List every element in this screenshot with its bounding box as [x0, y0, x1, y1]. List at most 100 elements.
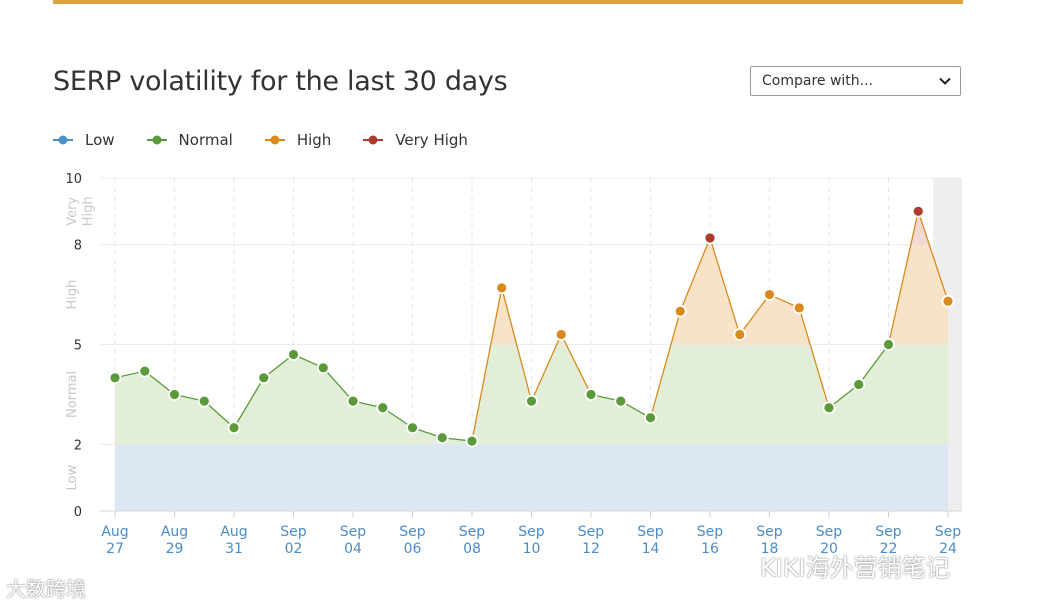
data-point: [763, 288, 776, 301]
data-point: [614, 394, 628, 408]
y-tick-label: 0: [74, 505, 82, 520]
data-point: [376, 401, 390, 415]
y-tick-label: 5: [74, 339, 82, 354]
data-point: [287, 348, 300, 361]
page-title: SERP volatility for the last 30 days: [53, 66, 508, 97]
x-tick-day: 04: [344, 541, 362, 557]
data-point: [733, 328, 747, 341]
x-tick-day: 31: [225, 541, 243, 557]
y-tick-label: 10: [65, 172, 82, 187]
x-tick-month: Sep: [756, 524, 783, 540]
x-tick-day: 14: [642, 541, 660, 557]
x-tick-day: 24: [939, 541, 957, 557]
chevron-down-icon: [939, 77, 951, 85]
data-point: [792, 301, 806, 315]
data-point: [197, 394, 211, 408]
x-tick-month: Sep: [280, 524, 307, 540]
x-tick-day: 02: [285, 541, 303, 557]
zone-label-very-high: High: [81, 196, 96, 226]
legend-label: Low: [85, 131, 115, 149]
x-tick-day: 06: [404, 541, 422, 557]
x-tick-month: Sep: [637, 524, 664, 540]
legend-label: Normal: [178, 131, 233, 149]
x-tick-day: 27: [106, 541, 124, 557]
legend-marker-icon: [146, 135, 167, 145]
data-point: [435, 431, 449, 445]
x-tick-month: Aug: [101, 524, 128, 540]
x-tick-month: Sep: [518, 524, 545, 540]
legend-marker-icon: [363, 135, 384, 145]
x-tick-day: 20: [820, 541, 838, 557]
legend-marker-icon: [53, 135, 73, 145]
data-point: [822, 401, 836, 415]
zone-label-high: High: [65, 280, 80, 310]
zone-fill-low: [115, 444, 948, 511]
watermark-right: KIKI海外营销笔记: [760, 554, 950, 582]
y-tick-label: 2: [74, 438, 82, 453]
legend-item-normal[interactable]: Normal: [146, 131, 233, 149]
zone-label-very-high: Very: [65, 197, 80, 226]
series-line-segment: [471, 287, 503, 442]
x-tick-month: Aug: [161, 524, 188, 540]
data-point: [138, 364, 152, 378]
legend-label: High: [296, 131, 332, 149]
x-tick-day: 18: [761, 541, 779, 557]
x-tick-month: Sep: [459, 524, 486, 540]
x-tick-day: 16: [701, 541, 719, 557]
series-line-segment: [858, 344, 890, 385]
x-tick-day: 29: [166, 541, 184, 557]
data-point: [644, 411, 657, 425]
x-tick-day: 10: [523, 541, 541, 557]
x-tick-month: Sep: [340, 524, 367, 540]
data-point: [554, 328, 568, 341]
zone-label-normal: Normal: [65, 371, 80, 418]
series-line-segment: [560, 334, 592, 395]
series-line-segment: [679, 237, 711, 312]
series-line-segment: [203, 400, 235, 429]
compare-dropdown-label: Compare with...: [762, 73, 874, 89]
x-tick-month: Sep: [399, 524, 426, 540]
data-point: [673, 304, 687, 318]
legend-item-very-high[interactable]: Very High: [363, 131, 468, 149]
x-tick-month: Sep: [875, 524, 902, 540]
series-line-segment: [739, 294, 771, 335]
x-tick-month: Sep: [816, 524, 843, 540]
x-tick-month: Aug: [220, 524, 247, 540]
data-point: [852, 378, 866, 391]
x-tick-month: Sep: [935, 524, 962, 540]
series-line-segment: [530, 334, 562, 402]
data-point: [316, 361, 330, 375]
data-point: [227, 421, 241, 435]
watermark-left: 大数跨境: [6, 577, 86, 601]
data-point: [495, 281, 509, 295]
series-line-segment: [649, 311, 681, 418]
chart-legend: Low Normal High Very High: [53, 131, 500, 149]
data-point: [911, 204, 925, 218]
data-point: [525, 394, 538, 408]
x-tick-day: 08: [463, 541, 481, 557]
x-tick-month: Sep: [578, 524, 605, 540]
series-line-segment: [709, 237, 741, 335]
x-tick-day: 12: [582, 541, 600, 557]
x-tick-month: Sep: [697, 524, 724, 540]
data-point: [584, 388, 598, 401]
data-point: [465, 434, 479, 448]
legend-item-high[interactable]: High: [264, 131, 332, 149]
data-point: [257, 371, 271, 385]
data-point: [406, 421, 419, 435]
legend-marker-icon: [264, 135, 285, 145]
x-tick-day: 22: [880, 541, 898, 557]
series-line-segment: [322, 367, 354, 402]
series-line-segment: [501, 287, 533, 402]
y-tick-label: 8: [74, 239, 82, 254]
data-point: [108, 371, 122, 385]
legend-item-low[interactable]: Low: [53, 131, 115, 149]
data-point: [941, 294, 955, 308]
data-point: [168, 388, 181, 401]
compare-dropdown[interactable]: Compare with...: [750, 66, 961, 96]
zone-label-low: Low: [65, 465, 80, 491]
data-point: [346, 394, 360, 408]
series-line-segment: [917, 211, 949, 302]
data-point: [882, 338, 895, 351]
